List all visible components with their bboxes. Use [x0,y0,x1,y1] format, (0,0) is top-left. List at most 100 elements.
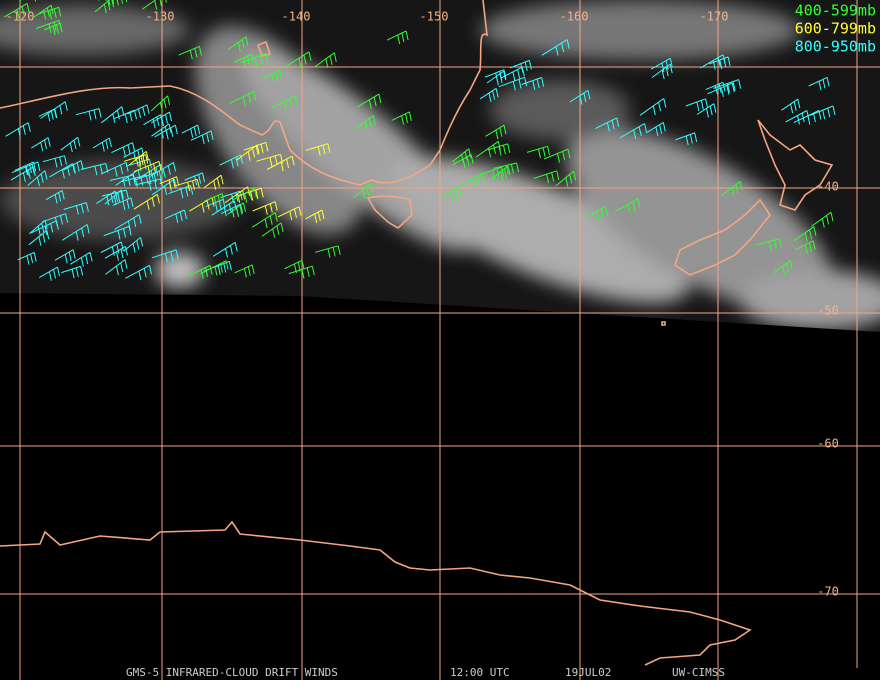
wind-barb [391,111,412,125]
wind-barb [11,161,41,176]
wind-barb [60,136,81,153]
wind-barb [100,161,129,177]
wind-barb [204,174,224,190]
wind-barb [229,90,257,106]
wind-barb [42,213,69,227]
wind-barb [707,82,735,97]
wind-barb [138,163,164,180]
wind-barb [314,245,341,258]
wind-barb [256,153,283,167]
wind-barb [42,155,67,168]
wind-barb [45,189,65,204]
wind-barb [104,245,128,261]
wind-barb [17,251,37,265]
footer-text: 19JUL02 [565,666,611,679]
wind-barb [205,198,226,212]
wind-barb [200,260,229,276]
wind-barb [159,176,180,189]
wind-barb [69,251,93,267]
wind-barb [80,163,109,176]
wind-barb [685,98,709,112]
wind-barb [133,193,160,210]
wind-barb [793,110,822,125]
wind-barb [781,98,801,114]
wind-barb [92,137,112,152]
wind-barb [112,197,134,211]
wind-barb [204,193,225,207]
wind-barb [288,265,315,279]
wind-barb [100,241,124,256]
wind-barb [228,36,249,52]
wind-barb [808,76,830,91]
wind-barb [261,69,282,84]
wind-barb [243,141,269,155]
wind-barb [491,165,511,181]
wind-barb [619,123,648,140]
wind-barb [114,214,142,231]
wind-barb [28,229,50,246]
wind-barb [521,77,545,90]
wind-barb [500,66,525,82]
wind-barb [809,105,836,120]
wind-barb [127,104,150,119]
wind-barb [651,63,673,80]
wind-barb [646,121,666,137]
wind-barb [219,154,244,169]
wind-barb [105,259,128,276]
wind-barb [150,111,172,127]
wind-barb [452,148,472,164]
wind-barb [452,154,474,169]
wind-barb [63,202,89,215]
wind-barb [152,178,177,196]
latitude-label: -40 [817,180,839,194]
footer-text: 12:00 UTC [450,666,510,679]
wind-barb [440,185,462,201]
wind-barb [353,183,373,200]
wind-barb [203,260,232,275]
footer-text: GMS-5 INFRARED-CLOUD DRIFT WINDS [126,666,338,679]
wind-barb [356,93,382,110]
coastlines [0,0,834,666]
wind-barb [149,161,176,178]
wind-barb [211,200,237,217]
legend-label: 800-950mb [795,38,876,56]
footer-text: UW-CIMSS [672,666,725,679]
wind-barb [181,124,201,138]
wind-barb [123,237,144,253]
wind-barb [61,265,84,279]
latitude-label: -70 [817,585,839,599]
wind-barb [484,69,507,83]
latitude-label: -50 [817,304,839,318]
wind-barb [14,161,37,175]
longitude-label: -130 [146,10,175,24]
wind-barb [4,2,30,19]
wind-barb [154,124,178,140]
wind-barb [700,54,726,70]
labels: -120 -130 -140 -150 -160 -170 -40 -50 -60 -70 400-… [6,2,876,680]
wind-barb [37,6,62,20]
wind-barb [533,170,560,184]
wind-barb [30,220,59,236]
legend-label: 600-799mb [795,20,876,38]
wind-barb [510,59,532,73]
wind-barb [164,209,187,223]
wind-barb [285,51,312,68]
wind-barb [75,108,102,121]
wind-barb [5,122,31,138]
wind-barb [63,160,84,174]
wind-barb [143,114,164,129]
legend-label: 400-599mb [795,2,876,20]
wind-barb [236,144,260,161]
wind-barb [485,124,507,140]
wind-barb [227,202,246,218]
wind-barb [810,211,834,228]
wind-barb [135,170,162,185]
wind-barb [189,197,215,213]
wind-barb [541,39,570,56]
wind-barb [125,264,152,281]
wind-barb [189,265,213,279]
wind-barb [31,137,51,152]
wind-barb [104,189,124,206]
